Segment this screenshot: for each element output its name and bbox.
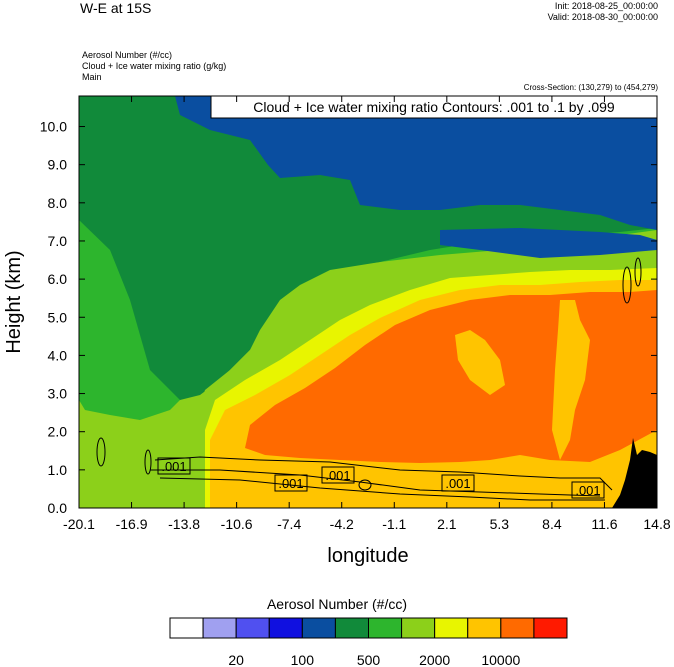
y-tick-label: 4.0 [48, 347, 68, 363]
colorbar-swatch [268, 617, 303, 639]
contour-label-box [157, 457, 191, 475]
x-tick-label: 11.6 [591, 516, 617, 532]
contour-title: Cloud + Ice water mixing ratio Contours:… [253, 99, 615, 115]
variable-main: Main [82, 72, 102, 82]
x-tick-label: 2.1 [437, 516, 457, 532]
contour-label: .001 [161, 459, 186, 474]
contour-label: .001 [445, 476, 470, 491]
colorbar-title: Aerosol Number (#/cc) [266, 596, 408, 612]
band-blue [175, 96, 657, 230]
colorbar-label: 100 [291, 652, 315, 667]
colorbar-label: 20 [228, 652, 244, 667]
valid-time: Valid: 2018-08-30_00:00:00 [547, 12, 658, 22]
y-tick-label: 2.0 [48, 424, 68, 440]
y-tick-label: 0.0 [48, 500, 68, 516]
variable-list: Aerosol Number (#/cc) Cloud + Ice water … [82, 50, 226, 83]
x-tick-label: -16.9 [116, 516, 148, 532]
y-axis: 0.0 1.0 2.0 3.0 4.0 5.0 6.0 7.0 8.0 9.0 10.0 [40, 119, 657, 516]
contour-label-box [321, 466, 355, 484]
x-axis: -20.1 -16.9 -13.8 -10.6 -7.4 -4.2 -1.1 2.1 5.3 8.… [63, 96, 671, 532]
y-tick-label: 7.0 [48, 233, 68, 249]
colorbar-labels: 20 100 500 2000 10000 [228, 652, 520, 667]
band-gold-right [552, 300, 590, 460]
colorbar-swatch [434, 617, 469, 639]
colorbar [169, 617, 568, 639]
init-time: Init: 2018-08-25_00:00:00 [554, 1, 658, 11]
contour-title-box: Cloud + Ice water mixing ratio Contours:… [210, 95, 658, 119]
x-tick-label: -1.1 [382, 516, 406, 532]
colorbar-swatch [500, 617, 535, 639]
y-tick-label: 1.0 [48, 462, 68, 478]
terrain [612, 438, 657, 508]
x-tick-label: -20.1 [63, 516, 95, 532]
x-axis-label: longitude [327, 545, 408, 567]
colorbar-label: 10000 [481, 652, 520, 667]
contour-label: .001 [325, 468, 350, 483]
y-tick-label: 3.0 [48, 386, 68, 402]
y-tick-label: 10.0 [40, 119, 67, 135]
variable-aerosol: Aerosol Number (#/cc) [82, 50, 173, 60]
x-tick-label: 8.4 [542, 516, 562, 532]
colorbar-swatch [401, 617, 436, 639]
colorbar-swatch [301, 617, 336, 639]
y-tick-label: 8.0 [48, 195, 68, 211]
colorbar-label: 2000 [419, 652, 450, 667]
contour-labels: .001 .001 .001 .001 .001 [157, 457, 605, 499]
filled-contours: .001 .001 .001 .001 .001 [79, 96, 657, 508]
x-tick-label: -4.2 [330, 516, 354, 532]
colorbar-label: 500 [357, 652, 381, 667]
y-tick-label: 9.0 [48, 157, 68, 173]
colorbar-swatch [169, 617, 204, 639]
x-tick-label: 5.3 [490, 516, 510, 532]
contour-label: .001 [278, 476, 303, 491]
x-tick-label: -10.6 [221, 516, 253, 532]
colorbar-swatch [368, 617, 403, 639]
variable-cloud-ice: Cloud + Ice water mixing ratio (g/kg) [82, 61, 227, 71]
cross-section-label: Cross-Section: (130,279) to (454,279) [523, 83, 658, 92]
contour-label-box [571, 481, 605, 499]
x-tick-label: -13.8 [168, 516, 200, 532]
y-tick-label: 5.0 [48, 309, 68, 325]
contour-lines [96, 257, 642, 501]
colorbar-swatch [533, 617, 568, 639]
colorbar-swatch [334, 617, 369, 639]
colorbar-swatch [202, 617, 237, 639]
x-tick-label: 14.8 [643, 516, 670, 532]
x-tick-label: -7.4 [277, 516, 301, 532]
colorbar-swatch [467, 617, 502, 639]
y-tick-label: 6.0 [48, 271, 68, 287]
init-valid-times: Init: 2018-08-25_00:00:00 Valid: 2018-08… [548, 1, 658, 23]
band-blue-lower [440, 228, 657, 258]
contour-label: .001 [575, 483, 600, 498]
band-gold-pocket [455, 330, 505, 395]
plot-title: W-E at 15S [80, 0, 152, 16]
contour-label-box [274, 474, 308, 492]
y-axis-label: Height (km) [3, 250, 25, 353]
colorbar-swatch [235, 617, 270, 639]
contour-label-box [441, 474, 475, 492]
